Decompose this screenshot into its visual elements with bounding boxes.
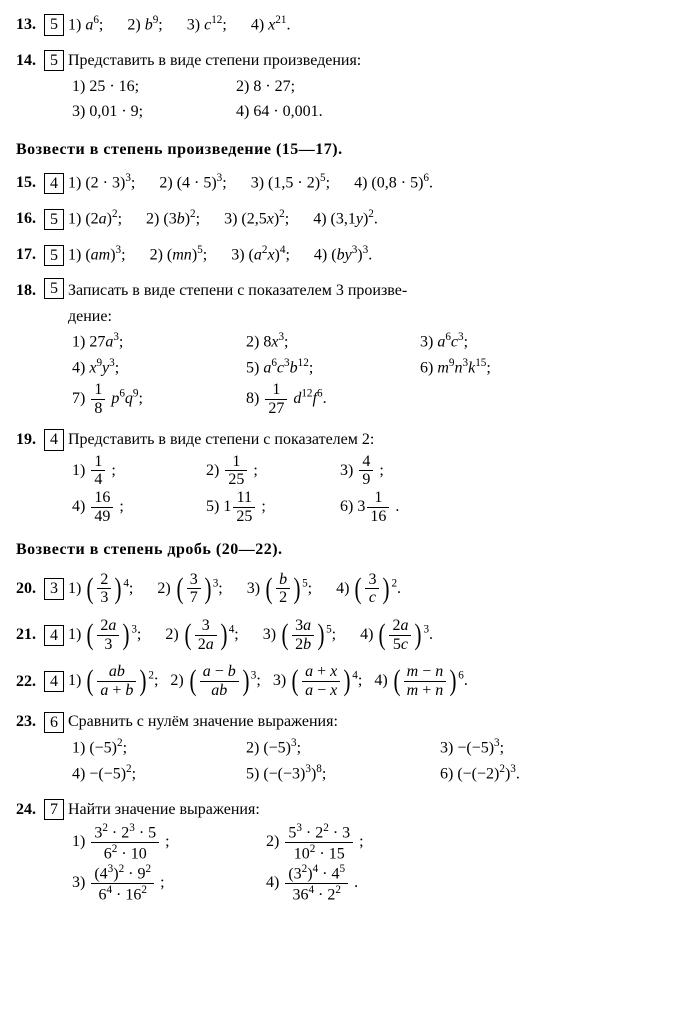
difficulty-box: 6: [44, 712, 64, 733]
item: 1) (−5)2;: [72, 735, 222, 761]
problem-16: 16. 5 1) (2a)2; 2) (3b)2; 3) (2,5x)2; 4)…: [16, 206, 666, 232]
problem-number: 18.: [16, 278, 44, 304]
problem-text: Представить в виде степени с показателем…: [68, 427, 374, 453]
problem-19: 19. 4 Представить в виде степени с показ…: [16, 427, 666, 525]
difficulty-box: 5: [44, 14, 64, 35]
item: 5) a6c3b12;: [246, 355, 396, 381]
problem-number: 17.: [16, 242, 44, 268]
difficulty-box: 5: [44, 245, 64, 266]
problem-17: 17. 5 1) (am)3; 2) (mn)5; 3) (a2x)4; 4) …: [16, 242, 666, 268]
problem-text: Записать в виде степени с показателем 3 …: [68, 278, 407, 329]
problem-number: 22.: [16, 669, 44, 695]
problem-number: 13.: [16, 12, 44, 38]
item: 4) 1649 ;: [72, 489, 182, 525]
item: 4) x9y3;: [72, 355, 222, 381]
difficulty-box: 4: [44, 173, 64, 194]
item: 1) (am)3;: [68, 242, 126, 268]
problem-18: 18. 5 Записать в виде степени с показате…: [16, 278, 666, 417]
item: 4) (3,1y)2.: [313, 206, 378, 232]
section-header: Возвести в степень дробь (20—22).: [16, 537, 666, 563]
difficulty-box: 3: [44, 578, 64, 599]
item: 1) (2a3)3;: [68, 617, 141, 653]
problem-text: Представить в виде степени произведения:: [68, 48, 361, 74]
item: 3) (3a2b)5;: [263, 617, 336, 653]
item: 3) a6c3;: [420, 329, 468, 355]
problem-13: 13. 5 1) a6; 2) b9; 3) c12; 4) x21.: [16, 12, 666, 38]
difficulty-box: 5: [44, 209, 64, 230]
item: 3) (43)2 · 9264 · 162 ;: [72, 863, 242, 904]
problem-15: 15. 4 1) (2 · 3)3; 2) (4 · 5)3; 3) (1,5 …: [16, 170, 666, 196]
item: 6) (−(−2)2)3.: [440, 761, 520, 787]
item: 1) 32 · 23 · 562 · 10 ;: [72, 822, 242, 863]
problem-number: 21.: [16, 622, 44, 648]
item: 1) (2 · 3)3;: [68, 170, 135, 196]
item: 1) 25 · 16;: [72, 74, 212, 100]
item: 2) (mn)5;: [150, 242, 208, 268]
item: 2) 125 ;: [206, 453, 316, 489]
item: 2) 8x3;: [246, 329, 396, 355]
item: 1) 14 ;: [72, 453, 182, 489]
item: 4) (3c)2.: [336, 571, 401, 607]
item: 3) −(−5)3;: [440, 735, 504, 761]
item: 4) (32)4 · 45364 · 22 .: [266, 863, 358, 904]
item: 3) (2,5x)2;: [224, 206, 289, 232]
difficulty-box: 4: [44, 625, 64, 646]
item: 3) (b2)5;: [247, 571, 312, 607]
item: 6) 3116 .: [340, 489, 399, 525]
problem-number: 24.: [16, 797, 44, 823]
item: 1) (2a)2;: [68, 206, 122, 232]
problem-number: 20.: [16, 576, 44, 602]
item: 4) (0,8 · 5)6.: [354, 170, 433, 196]
item: 5) (−(−3)3)8;: [246, 761, 416, 787]
item: 4) x21.: [251, 12, 291, 38]
item: 2) 53 · 22 · 3102 · 15 ;: [266, 822, 364, 863]
item: 4) 64 · 0,001.: [236, 99, 323, 125]
item: 3) 0,01 · 9;: [72, 99, 212, 125]
item: 2) (32a)4;: [165, 617, 238, 653]
item: 2) 8 · 27;: [236, 74, 295, 100]
item: 1) (aba + b)2;: [68, 663, 158, 699]
problem-number: 16.: [16, 206, 44, 232]
item: 2) (4 · 5)3;: [159, 170, 226, 196]
item: 3) c12;: [187, 12, 227, 38]
item: 4) (2a5c)3.: [360, 617, 433, 653]
problem-22: 22. 4 1) (aba + b)2; 2) (a − bab)3; 3) (…: [16, 663, 666, 699]
problem-number: 15.: [16, 170, 44, 196]
item: 8) 127 d12f6.: [246, 381, 327, 417]
difficulty-box: 4: [44, 671, 64, 692]
problem-23: 23. 6 Сравнить с нулём значение выражени…: [16, 709, 666, 786]
item: 2) (a − bab)3;: [170, 663, 260, 699]
item: 6) m9n3k15;: [420, 355, 491, 381]
difficulty-box: 4: [44, 429, 64, 450]
problem-20: 20. 3 1) (23)4; 2) (37)3; 3) (b2)5; 4) (…: [16, 571, 666, 607]
item: 4) −(−5)2;: [72, 761, 222, 787]
item: 1) (23)4;: [68, 571, 133, 607]
problem-number: 19.: [16, 427, 44, 453]
item: 2) b9;: [127, 12, 162, 38]
item: 2) (37)3;: [157, 571, 222, 607]
difficulty-box: 7: [44, 799, 64, 820]
problem-14: 14. 5 Представить в виде степени произве…: [16, 48, 666, 125]
item: 1) 27a3;: [72, 329, 222, 355]
problem-24: 24. 7 Найти значение выражения: 1) 32 · …: [16, 797, 666, 904]
problem-number: 14.: [16, 48, 44, 74]
problem-21: 21. 4 1) (2a3)3; 2) (32a)4; 3) (3a2b)5; …: [16, 617, 666, 653]
item: 4) (by3)3.: [314, 242, 372, 268]
item: 1) a6;: [68, 12, 103, 38]
problem-text: Сравнить с нулём значение выражения:: [68, 709, 338, 735]
difficulty-box: 5: [44, 278, 64, 299]
item: 4) (m − nm + n)6.: [374, 663, 468, 699]
item: 3) 49 ;: [340, 453, 384, 489]
item: 3) (1,5 · 2)5;: [251, 170, 330, 196]
difficulty-box: 5: [44, 50, 64, 71]
problem-number: 23.: [16, 709, 44, 735]
section-header: Возвести в степень произведение (15—17).: [16, 137, 666, 163]
item: 5) 11125 ;: [206, 489, 316, 525]
item: 3) (a2x)4;: [231, 242, 290, 268]
problem-text: Найти значение выражения:: [68, 797, 260, 823]
item: 7) 18 p6q9;: [72, 381, 222, 417]
item: 2) (−5)3;: [246, 735, 416, 761]
item: 3) (a + xa − x)4;: [273, 663, 363, 699]
item: 2) (3b)2;: [146, 206, 200, 232]
